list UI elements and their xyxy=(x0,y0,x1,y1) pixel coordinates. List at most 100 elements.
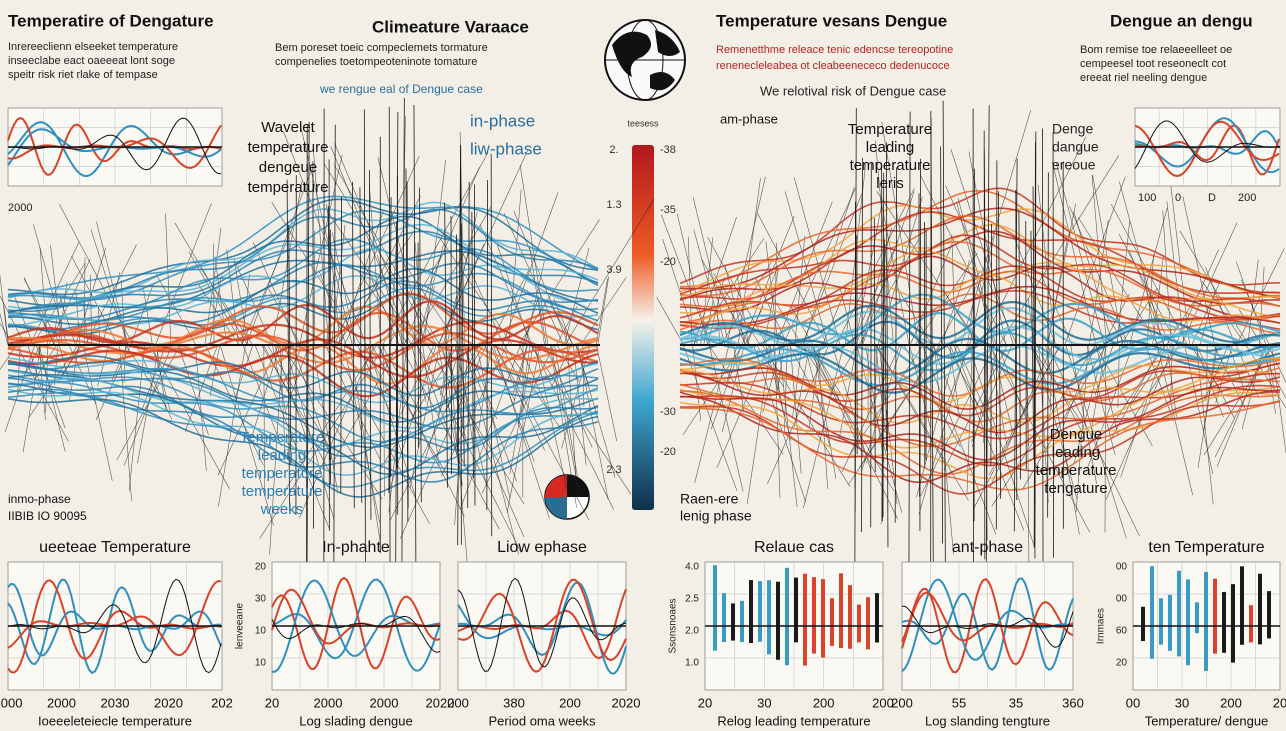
label: ueeteae Temperature xyxy=(39,539,191,556)
mini-chart xyxy=(1133,562,1280,690)
label: leading xyxy=(1052,444,1100,461)
label: Climeature Varaace xyxy=(372,17,529,36)
label: inseeclabe eact oaeeeat lont soge xyxy=(8,55,175,67)
label: lenveeane xyxy=(235,602,246,649)
phase-pie xyxy=(545,475,589,519)
label: 200 xyxy=(559,695,581,710)
label: Raen-ere xyxy=(680,491,739,507)
label: 30 xyxy=(757,695,771,710)
mini-chart xyxy=(458,562,626,690)
mini-chart xyxy=(705,562,883,690)
label: Period oma weeks xyxy=(489,713,596,728)
label: 10 xyxy=(255,658,267,669)
label: In-phahte xyxy=(322,539,390,556)
label: D xyxy=(1208,192,1216,204)
label: temperature xyxy=(248,179,329,196)
label: Bem poreset toeic compeclemets tormature xyxy=(275,42,488,54)
label: Remenetthme releace tenic edencse tereop… xyxy=(716,44,953,56)
globe xyxy=(605,20,685,100)
label: 2000 xyxy=(370,695,399,710)
label: We relotival risk of Dengue case xyxy=(760,83,946,98)
mini-chart xyxy=(902,562,1073,690)
label: 00 xyxy=(1126,695,1140,710)
label: 200 xyxy=(447,695,469,710)
bar-deco xyxy=(722,593,726,642)
label: in-phase xyxy=(470,111,535,130)
label: 30 xyxy=(255,594,267,605)
bar-deco xyxy=(1213,579,1217,654)
label: Temperature xyxy=(240,429,324,446)
bar-deco xyxy=(1168,595,1172,651)
label: 200 xyxy=(1238,192,1256,204)
bar-deco xyxy=(1231,584,1235,662)
label: Ioeeeleteiecle temperature xyxy=(38,713,192,728)
mini-chart xyxy=(8,562,222,690)
bar-deco xyxy=(731,603,735,640)
bar-deco xyxy=(1258,574,1262,645)
label: 2000 xyxy=(314,695,343,710)
label: Dengue xyxy=(1050,426,1103,443)
bar-deco xyxy=(839,573,843,648)
label: Temperature/ dengue xyxy=(1145,713,1269,728)
bar-deco xyxy=(1204,572,1208,671)
label: ereeat riel neeling dengue xyxy=(1080,72,1207,84)
mini-chart xyxy=(8,108,222,186)
label: 60 xyxy=(1116,626,1128,637)
bar-deco xyxy=(713,565,717,650)
label: 202 xyxy=(211,695,233,710)
label: Relog leading temperature xyxy=(717,713,870,728)
label: Ssonsnoaes xyxy=(668,598,679,653)
label: Temperatire of Dengature xyxy=(8,11,214,30)
label: ereoue xyxy=(1052,157,1096,173)
bar-deco xyxy=(803,574,807,666)
label: -35 xyxy=(660,204,676,216)
label: 20 xyxy=(265,695,279,710)
label: 200 xyxy=(1220,695,1242,710)
label: temperature xyxy=(1036,462,1117,479)
bar-deco xyxy=(740,601,744,642)
label: 10 xyxy=(255,626,267,637)
bar-deco xyxy=(1240,566,1244,644)
label: Wavelet xyxy=(261,119,315,136)
bar-deco xyxy=(1141,607,1145,641)
bar-deco xyxy=(830,598,834,646)
bar-deco xyxy=(1150,566,1154,659)
bar-deco xyxy=(1195,602,1199,633)
label: 2020 xyxy=(154,695,183,710)
label: 20 xyxy=(1116,658,1128,669)
label: renenecleleabea ot cleabeenececo dedenuc… xyxy=(716,60,950,72)
bar-deco xyxy=(875,593,879,642)
label: 2000 xyxy=(47,695,76,710)
label: -20 xyxy=(660,256,676,268)
label: 1.3 xyxy=(606,199,621,211)
label: temperature xyxy=(850,157,931,174)
label: 2. xyxy=(609,144,618,156)
bar-deco xyxy=(1177,571,1181,657)
bar-deco xyxy=(1222,592,1226,653)
label: 00 xyxy=(1116,562,1128,573)
label: Denge xyxy=(1052,121,1093,137)
bar-deco xyxy=(812,577,816,653)
label: ant-phase xyxy=(952,539,1023,556)
label: Log slanding tengture xyxy=(925,713,1050,728)
label: ten Temperature xyxy=(1148,539,1264,556)
label: temperature xyxy=(242,483,323,500)
label: inmo-phase xyxy=(8,492,71,506)
label: 2030 xyxy=(101,695,130,710)
bar-deco xyxy=(1159,598,1163,644)
label: 3.9 xyxy=(606,264,621,276)
label: lenig phase xyxy=(680,508,752,524)
label: 2.5 xyxy=(685,594,699,605)
label: Liow ephase xyxy=(497,539,587,556)
bar-deco xyxy=(1186,579,1190,665)
label: Dengue an dengu xyxy=(1110,11,1253,30)
label: weeks xyxy=(260,501,304,518)
label: temperature xyxy=(242,465,323,482)
label: 3000 xyxy=(0,695,22,710)
bar-deco xyxy=(866,597,870,649)
label: 2.0 xyxy=(685,626,699,637)
label: -38 xyxy=(660,144,676,156)
label: 200 xyxy=(891,695,913,710)
label: 360 xyxy=(1062,695,1084,710)
bar-deco xyxy=(794,578,798,643)
